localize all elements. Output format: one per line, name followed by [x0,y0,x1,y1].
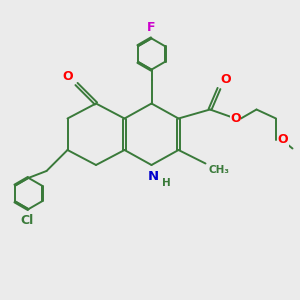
Text: CH₃: CH₃ [208,165,230,175]
Text: O: O [63,70,74,83]
Text: Cl: Cl [20,214,34,226]
Text: N: N [147,169,159,182]
Text: O: O [220,73,231,85]
Text: O: O [278,133,288,146]
Text: F: F [147,21,156,34]
Text: O: O [230,112,241,125]
Text: H: H [162,178,171,188]
